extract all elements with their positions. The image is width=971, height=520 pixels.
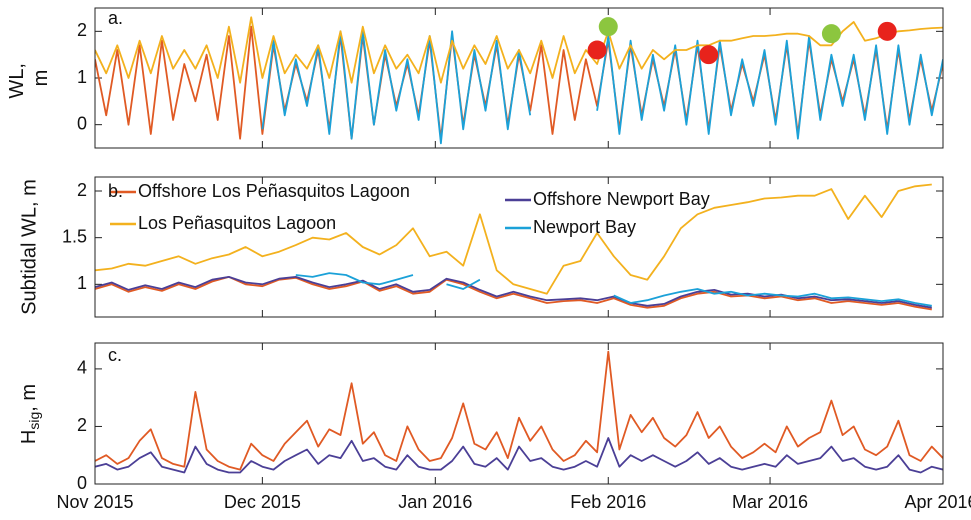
x-tick-label: Feb 2016 xyxy=(570,492,646,512)
y-tick-label: 1 xyxy=(77,273,87,293)
y-tick-label: 0 xyxy=(77,473,87,493)
plot-area xyxy=(95,350,943,474)
series-line xyxy=(95,437,943,474)
legend-label: Offshore Newport Bay xyxy=(533,189,710,209)
x-tick-label: Apr 2016 xyxy=(904,492,971,512)
y-label-main: H xyxy=(18,430,40,444)
marker xyxy=(699,45,719,65)
plot-area xyxy=(95,16,943,145)
x-tick-label: Nov 2015 xyxy=(56,492,133,512)
y-axis-label: WL, m xyxy=(6,57,52,98)
marker xyxy=(587,40,607,60)
marker xyxy=(821,24,841,44)
x-tick-label: Mar 2016 xyxy=(732,492,808,512)
series-line xyxy=(95,183,932,295)
y-axis-label-line: WL, xyxy=(6,63,28,99)
y-tick-label: 4 xyxy=(77,358,87,378)
y-axis-label-line: m xyxy=(30,70,52,87)
x-tick-label: Jan 2016 xyxy=(398,492,472,512)
series-line xyxy=(95,276,932,311)
panel: 1 1.5 2 Offshore Los Peñasquitos Lagoon Los … xyxy=(62,176,944,318)
y-tick-label: 1 xyxy=(77,67,87,87)
legend-label: Newport Bay xyxy=(533,217,636,237)
legend-label: Offshore Los Peñasquitos Lagoon xyxy=(138,181,410,201)
panel: 0 2 4 Nov 2015 Dec 2015 Jan 2016 Feb 2016 Mar 2… xyxy=(56,342,971,512)
series-line xyxy=(95,276,932,309)
axes-frame xyxy=(94,176,944,318)
series-line xyxy=(95,16,943,84)
marker xyxy=(877,21,897,41)
y-tick-label: 2 xyxy=(77,180,87,200)
series-line xyxy=(295,272,932,307)
panel-label: b. xyxy=(108,181,123,201)
marker xyxy=(598,17,618,37)
plot-area xyxy=(95,183,932,311)
series-line xyxy=(95,350,943,471)
axes-frame xyxy=(94,7,944,149)
y-tick-label: 2 xyxy=(77,415,87,435)
panel-label: c. xyxy=(108,345,122,365)
y-tick-label: 1.5 xyxy=(62,226,87,246)
x-tick-label: Dec 2015 xyxy=(224,492,301,512)
y-axis-label: Subtidal WL, m xyxy=(18,179,40,315)
axes-frame xyxy=(94,342,944,485)
panel: 0 1 2 xyxy=(77,7,944,149)
y-label-sub: sig xyxy=(26,412,42,430)
y-tick-label: 2 xyxy=(77,20,87,40)
y-label-rest: , m xyxy=(18,384,40,412)
panel-label: a. xyxy=(108,8,123,28)
series-line xyxy=(261,30,943,145)
y-tick-label: 0 xyxy=(77,113,87,133)
legend-label: Los Peñasquitos Lagoon xyxy=(138,213,336,233)
plots: 0 1 2 1 1.5 2 Offshore Los Peñasquitos Lagoon L… xyxy=(56,7,971,512)
y-axis-label: Hsig, m xyxy=(18,384,41,444)
